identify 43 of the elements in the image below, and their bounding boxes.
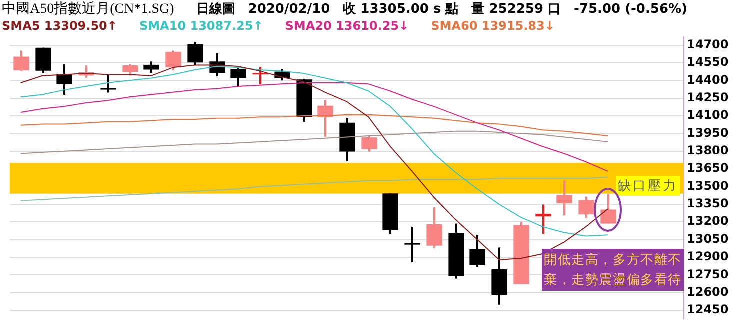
candlestick — [188, 40, 204, 66]
chart-title: 中國A50指數近月(CN*1.SG) — [2, 0, 174, 18]
candlestick — [230, 66, 246, 88]
text: SMA10 13087.25↑ — [139, 19, 264, 33]
candlestick — [470, 234, 486, 268]
y-tick-label: 13350 — [687, 196, 729, 211]
candlestick — [14, 50, 30, 72]
y-tick-label: 12450 — [687, 302, 729, 317]
candlestick — [556, 179, 572, 217]
y-tick-label: 14250 — [687, 90, 729, 104]
candlestick — [362, 134, 378, 153]
y-tick-label: 14700 — [687, 37, 729, 52]
y-tick-label: 13950 — [687, 126, 729, 140]
candlestick — [252, 66, 268, 86]
y-tick-label: 14100 — [687, 108, 729, 122]
y-tick-label: 12900 — [687, 250, 729, 264]
y-tick-label: 13650 — [687, 161, 729, 176]
candlestick — [56, 63, 72, 96]
candlestick — [36, 46, 52, 74]
chart-subtitle: 日線圖 2020/02/10 收 13305.00 s 點 量 252259 口 -75.00 (-0.56%) — [196, 1, 688, 18]
candlestick — [536, 204, 552, 236]
candlestick — [600, 193, 616, 225]
y-tick-label: 13050 — [687, 232, 729, 246]
band-label: 缺口壓力 — [616, 176, 680, 196]
y-tick-label: 14550 — [687, 55, 729, 70]
annotation: 開低走高，多方不離不棄，走勢震盪偏多看待 — [542, 249, 684, 292]
y-tick-label: 12750 — [687, 267, 729, 282]
y-tick-label: 13200 — [687, 214, 729, 228]
y-tick-label: 13500 — [687, 178, 729, 193]
text: SMA60 13915.83↓ — [431, 19, 555, 33]
candlestick — [122, 63, 138, 77]
text: SMA20 13610.25↓ — [285, 19, 410, 33]
text: SMA5 13309.50↑ — [2, 19, 118, 33]
candlestick — [144, 60, 160, 74]
candlestick — [100, 74, 116, 94]
candlestick — [318, 98, 334, 138]
candlestick — [404, 226, 420, 264]
candlestick — [578, 196, 594, 220]
candlestick — [166, 50, 182, 72]
y-tick-label: 12600 — [687, 284, 729, 299]
y-tick-label: 14400 — [687, 72, 729, 87]
y-tick-label: 13800 — [687, 143, 729, 158]
candlestick — [426, 206, 442, 250]
